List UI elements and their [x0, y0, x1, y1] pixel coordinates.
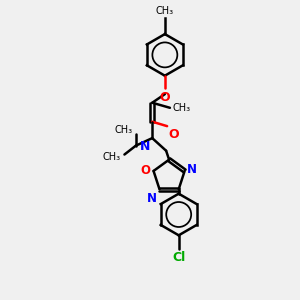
Text: O: O — [169, 128, 179, 141]
Text: CH₃: CH₃ — [114, 125, 132, 135]
Text: N: N — [187, 163, 197, 176]
Text: N: N — [140, 140, 151, 153]
Text: CH₃: CH₃ — [103, 152, 121, 162]
Text: N: N — [147, 192, 157, 205]
Text: CH₃: CH₃ — [156, 6, 174, 16]
Text: O: O — [160, 92, 170, 104]
Text: Cl: Cl — [172, 251, 185, 264]
Text: O: O — [140, 164, 150, 178]
Text: CH₃: CH₃ — [173, 103, 191, 113]
